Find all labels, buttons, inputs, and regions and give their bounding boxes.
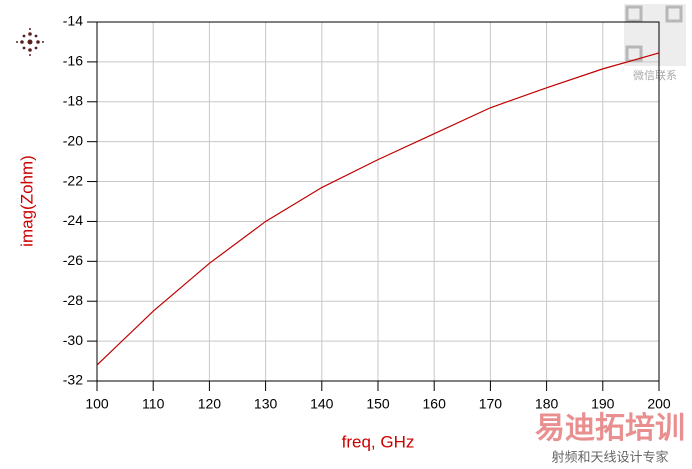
x-tick-label: 150 [366, 396, 390, 412]
y-tick-label: -26 [63, 252, 83, 268]
x-tick-label: 120 [198, 396, 222, 412]
y-axis-label: imag(Zohm) [17, 155, 36, 247]
y-tick-label: -18 [63, 92, 83, 108]
x-tick-label: 190 [591, 396, 615, 412]
x-axis-label: freq, GHz [342, 432, 415, 451]
x-tick-label: 200 [647, 396, 671, 412]
y-tick-label: -30 [63, 332, 83, 348]
x-tick-label: 180 [535, 396, 559, 412]
y-tick-label: -22 [63, 172, 83, 188]
x-tick-label: 160 [423, 396, 447, 412]
x-tick-label: 140 [310, 396, 334, 412]
plot-frame [96, 21, 660, 382]
y-tick-label: -20 [63, 132, 83, 148]
y-tick-label: -28 [63, 292, 83, 308]
x-tick-label: 110 [142, 396, 165, 412]
x-tick-label: 100 [85, 396, 109, 412]
y-tick-label: -24 [63, 212, 83, 228]
series-line [96, 52, 660, 366]
x-tick-label: 170 [479, 396, 503, 412]
y-tick-label: -14 [63, 13, 83, 29]
y-tick-label: -32 [63, 372, 83, 388]
slogan-watermark: 射频和天线设计专家 [551, 449, 668, 464]
brand-watermark: 易迪拓培训 [535, 411, 685, 445]
qr-caption: 微信联系 [633, 68, 677, 82]
x-tick-label: 130 [254, 396, 278, 412]
qr-code [624, 4, 686, 66]
logo [16, 28, 44, 56]
y-tick-label: -16 [63, 53, 83, 69]
